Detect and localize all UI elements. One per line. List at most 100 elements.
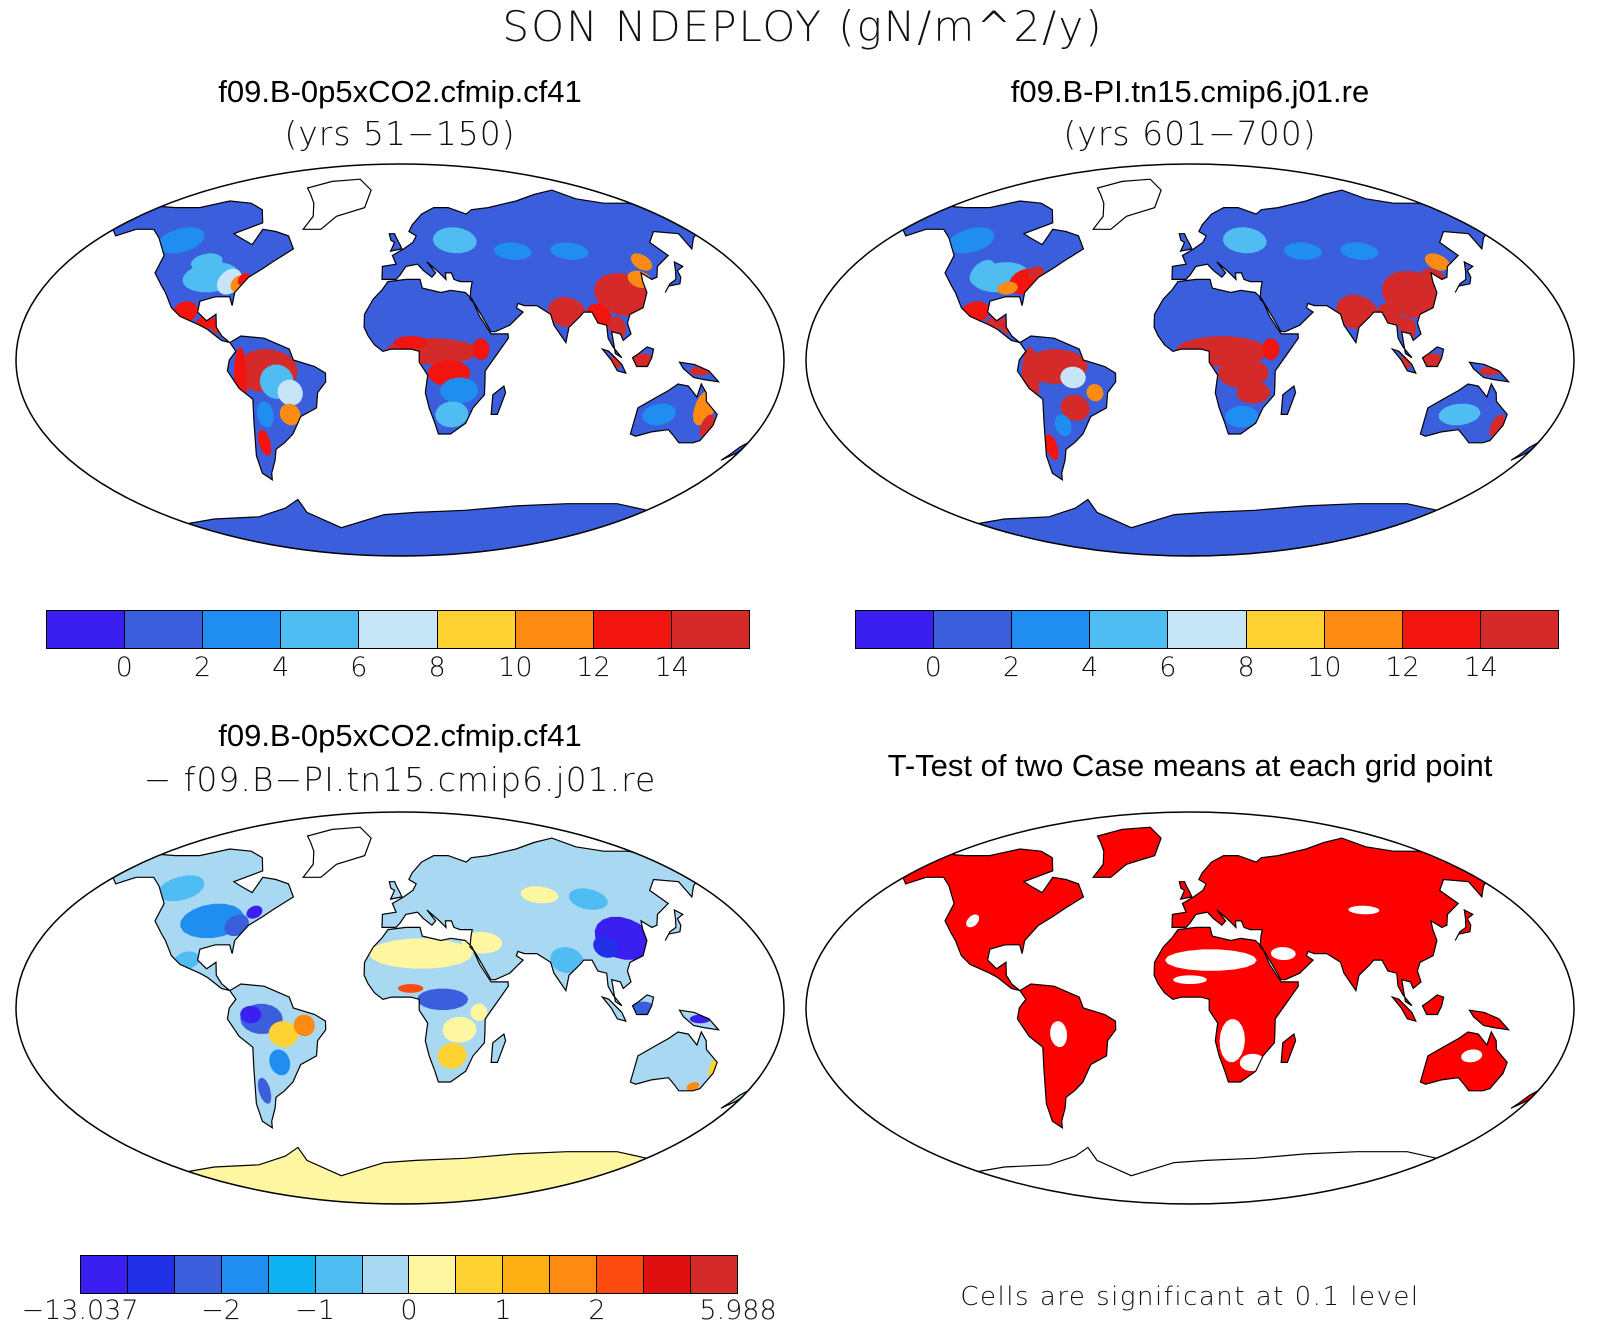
- field-region: [699, 414, 715, 437]
- field-region: [279, 403, 301, 426]
- colorbar-swatch: [1246, 611, 1325, 648]
- field-region: [257, 429, 272, 456]
- coastline-uk: [388, 233, 403, 252]
- coastline-borneo: [1421, 994, 1445, 1016]
- colorbar-tick-label: 6: [1159, 652, 1177, 683]
- colorbar-tick-label: −13.037: [21, 1295, 139, 1326]
- coastline-borneo: [631, 994, 655, 1016]
- coastline-eurasia: [1171, 837, 1495, 1007]
- colorbar-swatch: [1480, 611, 1558, 648]
- colorbar-swatch: [221, 1256, 269, 1293]
- colorbar-tick-label: 14: [1463, 652, 1498, 683]
- coastline-south-america: [1016, 335, 1117, 481]
- field-region: [1489, 414, 1505, 437]
- field-region: [246, 905, 263, 919]
- field-region: [1217, 358, 1269, 389]
- field-region: [268, 1021, 299, 1047]
- coastline-south-america: [226, 335, 327, 481]
- colorbar-swatch: [437, 611, 516, 648]
- map-top-right: [805, 163, 1575, 557]
- field-region: [520, 886, 559, 904]
- field-region: [269, 1049, 291, 1076]
- colorbar-swatch: [81, 1256, 128, 1293]
- coastline-madagascar: [490, 385, 507, 415]
- colorbar-swatch: [671, 611, 749, 648]
- field-region: [1060, 366, 1086, 389]
- panel-bottom-right-title: T-Test of two Case means at each grid po…: [887, 748, 1493, 783]
- colorbar-tick-label: 10: [1307, 652, 1342, 683]
- coastline-japan: [664, 260, 684, 293]
- field-region: [947, 227, 995, 254]
- colorbar-tick-label: 0: [115, 652, 133, 683]
- coastline-newguinea: [1468, 1009, 1511, 1031]
- colorbar-tick-label: 0: [924, 652, 942, 683]
- coastline-north-america: [901, 848, 1085, 992]
- map-bottom-left: [15, 811, 785, 1205]
- panel-top-right-subtitle: (yrs 601−700): [1063, 114, 1317, 153]
- colorbar-swatch: [690, 1256, 737, 1293]
- field-region: [1340, 242, 1379, 260]
- coastline-australia: [1419, 382, 1508, 444]
- coastline-madagascar: [1280, 385, 1297, 415]
- colorbar-swatch: [359, 611, 438, 648]
- field-region: [1044, 434, 1059, 460]
- field-region: [655, 1047, 705, 1078]
- map-border: [15, 811, 785, 1205]
- coastline-australia: [1419, 1030, 1508, 1092]
- coastline-greenland: [301, 178, 372, 230]
- coastline-eurasia: [1171, 189, 1495, 359]
- field-region: [240, 1006, 262, 1024]
- coastline-greenland: [1091, 178, 1162, 230]
- coastline-australia: [629, 382, 718, 444]
- coastline-north-america: [111, 200, 295, 344]
- coastline-japan: [1454, 908, 1474, 941]
- colorbar-top-left-ticks: 0 2 4 6 8 10 12 14: [46, 652, 750, 686]
- colorbar-swatch: [268, 1256, 316, 1293]
- colorbar-swatch: [1402, 611, 1481, 648]
- coastline-eurasia: [381, 189, 705, 359]
- field-region: [488, 899, 543, 921]
- coastline-newguinea: [678, 361, 721, 383]
- figure-title: SON NDEPLOY (gN/m^2/y): [502, 2, 1104, 51]
- coastline-greenland: [301, 826, 372, 878]
- field-region: [190, 253, 223, 271]
- colorbar-swatch: [174, 1256, 222, 1293]
- field-region: [1236, 381, 1271, 404]
- non-significant-region: [1270, 947, 1296, 960]
- map-bottom-right: [805, 811, 1575, 1205]
- non-significant-region: [1461, 1049, 1483, 1063]
- field-region: [393, 336, 428, 349]
- panel-bottom-left-title: f09.B-0p5xCO2.cfmip.cf41: [218, 718, 582, 753]
- field-region: [368, 938, 473, 969]
- colorbar-swatch: [456, 1256, 504, 1293]
- colorbar-swatch: [362, 1256, 410, 1293]
- map-border: [805, 163, 1575, 557]
- non-significant-region: [966, 914, 980, 928]
- coastline-north-america: [111, 848, 295, 992]
- colorbar-tick-label: 0: [400, 1295, 418, 1326]
- colorbar-tick-label: 14: [654, 652, 689, 683]
- significance-note: Cells are significant at 0.1 level: [960, 1282, 1420, 1312]
- colorbar-swatch: [644, 1256, 691, 1293]
- field-region: [224, 914, 249, 936]
- colorbar-top-right-ticks: 0 2 4 6 8 10 12 14: [855, 652, 1559, 686]
- colorbar-swatch: [934, 611, 1013, 648]
- colorbar-tick-label: 2: [193, 652, 212, 683]
- field-region: [293, 1014, 315, 1037]
- colorbar-tick-label: −2: [201, 1295, 241, 1326]
- field-region: [568, 888, 608, 910]
- field-region: [157, 875, 205, 902]
- field-region: [1222, 227, 1267, 254]
- colorbar-swatch: [315, 1256, 363, 1293]
- field-region: [437, 1043, 467, 1069]
- map-border: [15, 163, 785, 557]
- field-region: [550, 947, 584, 973]
- field-region: [708, 1058, 719, 1076]
- colorbar-tick-label: 2: [588, 1295, 606, 1326]
- colorbar-swatch: [503, 1256, 551, 1293]
- field-region: [417, 988, 469, 1010]
- colorbar-swatch: [281, 611, 360, 648]
- map-border: [805, 811, 1575, 1205]
- coastline-borneo: [1421, 346, 1445, 368]
- coastline-newguinea: [678, 1009, 721, 1031]
